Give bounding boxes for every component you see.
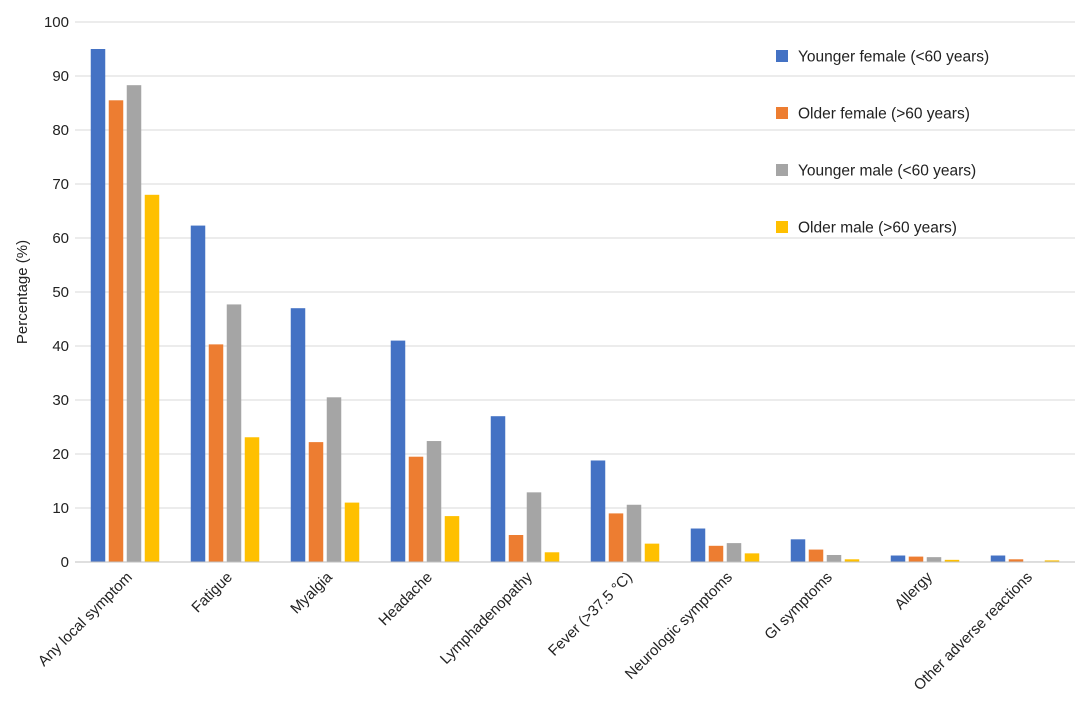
bar	[126, 85, 142, 563]
bar	[608, 513, 624, 562]
bar	[326, 397, 342, 562]
bar	[644, 543, 660, 562]
bar	[690, 528, 706, 562]
bar	[744, 553, 760, 562]
bar	[726, 543, 742, 562]
x-tick-label: Any local symptom	[35, 569, 136, 670]
bar	[890, 555, 906, 562]
x-axis: Any local symptom Fatigue Myalgia Headache L…	[35, 561, 1075, 694]
bar	[508, 535, 524, 562]
y-tick-label: 20	[52, 446, 69, 463]
x-tick-label: Fever (>37.5 °C)	[545, 569, 636, 660]
bar	[344, 502, 360, 562]
legend-label: Younger male (<60 years)	[798, 163, 976, 180]
x-tick-label: Fatigue	[188, 569, 235, 616]
bar	[490, 416, 506, 562]
bar	[590, 460, 606, 562]
bar	[926, 557, 942, 562]
x-tick-label: Lymphadenopathy	[437, 568, 536, 667]
bar	[844, 559, 860, 562]
bar	[1044, 560, 1060, 562]
y-tick-label: 80	[52, 122, 69, 139]
y-tick-label: 70	[52, 176, 69, 193]
bar	[390, 340, 406, 562]
bar	[426, 441, 442, 562]
x-tick-label: GI symptoms	[761, 569, 836, 644]
bar	[944, 559, 960, 562]
y-tick-label: 30	[52, 392, 69, 409]
bar	[308, 442, 324, 562]
bar	[208, 344, 224, 562]
y-tick-label: 50	[52, 284, 69, 301]
bar	[526, 492, 542, 562]
y-tick-label: 40	[52, 338, 69, 355]
legend-label: Older female (>60 years)	[798, 106, 970, 123]
bar	[826, 554, 842, 562]
bar	[190, 225, 206, 562]
y-axis-title: Percentage (%)	[14, 240, 31, 344]
bar	[90, 49, 106, 562]
bar	[808, 549, 824, 562]
x-tick-label: Headache	[375, 569, 435, 629]
x-tick-label: Neurologic symptoms	[622, 569, 736, 683]
bar	[144, 194, 160, 563]
legend-item: Younger female (<60 years)	[776, 49, 989, 66]
legend-label: Older male (>60 years)	[798, 220, 957, 237]
bar	[708, 545, 724, 562]
x-tick-label: Myalgia	[287, 568, 336, 617]
bars	[90, 49, 1060, 563]
legend: Younger female (<60 years) Older female (…	[776, 49, 989, 237]
bar	[244, 437, 260, 562]
bar	[226, 304, 242, 562]
y-tick-label: 60	[52, 230, 69, 247]
bar	[990, 555, 1006, 562]
x-tick-label: Allergy	[891, 568, 936, 613]
bar	[108, 100, 124, 563]
legend-item: Older female (>60 years)	[776, 106, 970, 123]
bar	[1008, 559, 1024, 562]
bar	[626, 504, 642, 562]
gridlines	[75, 21, 1075, 563]
legend-swatch	[776, 221, 788, 233]
y-tick-label: 0	[61, 554, 69, 571]
legend-swatch	[776, 50, 788, 62]
bar	[908, 556, 924, 562]
legend-item: Older male (>60 years)	[776, 220, 957, 237]
y-tick-label: 90	[52, 68, 69, 85]
y-tick-label: 100	[44, 14, 69, 31]
y-axis: 0 10 20 30 40 50 60 70 80 90 100	[44, 14, 69, 571]
legend-item: Younger male (<60 years)	[776, 163, 976, 180]
x-tick-label: Other adverse reactions	[911, 569, 1036, 694]
bar	[290, 308, 306, 562]
bar	[790, 539, 806, 562]
legend-swatch	[776, 164, 788, 176]
bar	[544, 552, 560, 562]
legend-label: Younger female (<60 years)	[798, 49, 989, 66]
y-tick-label: 10	[52, 500, 69, 517]
bar	[408, 456, 424, 562]
legend-swatch	[776, 107, 788, 119]
bar	[444, 516, 460, 562]
